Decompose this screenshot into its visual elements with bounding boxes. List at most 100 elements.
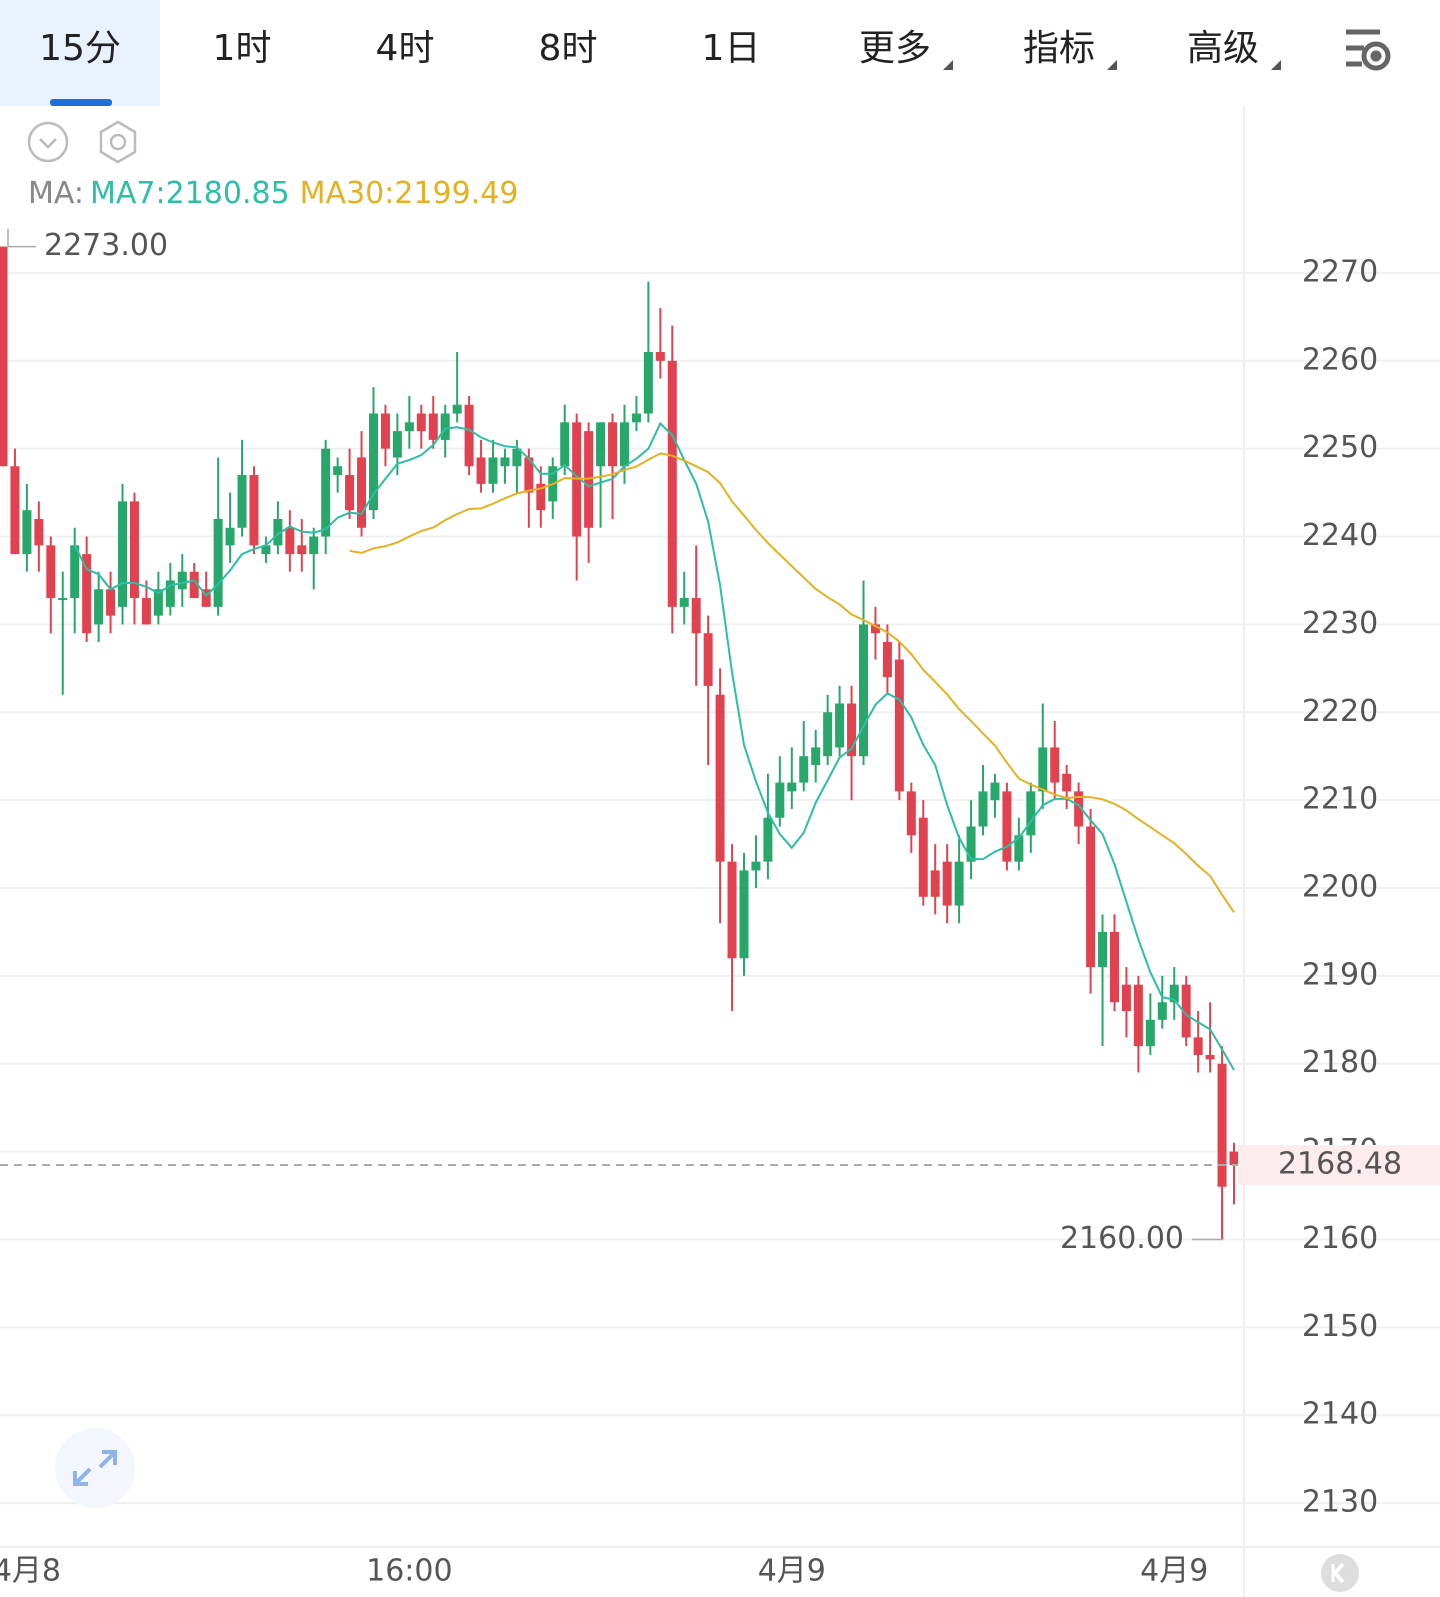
candle-body: [966, 826, 976, 862]
candle-body: [1002, 791, 1012, 862]
fullscreen-icon[interactable]: [55, 1428, 135, 1508]
candle-body: [894, 659, 904, 792]
y-tick-label: 2160: [1302, 1221, 1378, 1256]
candle-body: [751, 861, 761, 871]
candle-body: [141, 598, 151, 625]
settings-hex-icon[interactable]: [99, 120, 137, 164]
y-tick-label: 2190: [1302, 957, 1378, 992]
candle-body: [1133, 984, 1143, 1047]
candle-body: [835, 703, 845, 748]
candle-body: [261, 545, 271, 555]
tab[interactable]: 1时: [213, 28, 272, 69]
candle-body: [655, 352, 665, 361]
collapse-icon[interactable]: [27, 121, 69, 163]
y-tick-label: 2210: [1302, 782, 1378, 817]
y-tick-label: 2250: [1302, 430, 1378, 465]
candle-body: [870, 624, 880, 634]
y-tick-label: 2260: [1302, 342, 1378, 377]
candle-body: [1205, 1054, 1215, 1060]
candle-body: [512, 448, 522, 467]
candle-body: [368, 413, 378, 511]
candle-body: [94, 589, 104, 625]
x-tick-label: 4月8: [0, 1554, 61, 1589]
candle-body: [847, 703, 857, 757]
candle-body: [906, 791, 916, 836]
candle-body: [679, 598, 689, 607]
settings-icon[interactable]: [1346, 29, 1391, 71]
y-tick-label: 2200: [1302, 870, 1378, 905]
plot-area: 2130214021502160217021802190220022102220…: [0, 228, 1440, 1589]
tab[interactable]: 更多: [859, 28, 931, 69]
dropdown-caret: [943, 60, 953, 70]
y-tick-label: 2270: [1302, 254, 1378, 289]
x-tick-label: 16:00: [366, 1554, 452, 1589]
low-label: 2160.00: [1060, 1221, 1184, 1256]
candle-body: [129, 501, 139, 599]
candle-body: [1014, 835, 1024, 862]
candle-body: [225, 527, 235, 546]
tab[interactable]: 4时: [376, 28, 435, 69]
candle-body: [1229, 1151, 1239, 1165]
tab[interactable]: 15分: [39, 28, 121, 69]
scroll-end-button[interactable]: [1321, 1554, 1359, 1592]
candle-body: [452, 404, 462, 414]
active-tab-indicator: [50, 99, 112, 106]
candle-body: [763, 817, 773, 862]
candle-body: [201, 589, 211, 607]
candle-body: [1193, 1037, 1203, 1055]
ma-legend: MA: MA7:2180.85 MA30:2199.49: [28, 176, 518, 211]
candle-body: [333, 466, 343, 476]
candle-body: [1026, 791, 1036, 836]
candle-body: [380, 413, 390, 449]
x-tick-label: 4月9: [1140, 1554, 1208, 1589]
candle-body: [1038, 747, 1048, 792]
tab[interactable]: 指标: [1023, 28, 1095, 69]
candle-body: [249, 475, 259, 546]
candle-body: [392, 431, 402, 458]
ma-line: [73, 421, 1235, 1071]
candle-body: [189, 571, 199, 599]
candle-body: [859, 624, 869, 757]
tab[interactable]: 8时: [539, 28, 598, 69]
candle-body: [1181, 984, 1191, 1038]
candle-body: [428, 413, 438, 440]
candle-body: [345, 475, 355, 511]
candle-body: [1074, 791, 1084, 827]
candle-body: [357, 457, 367, 528]
candle-body: [942, 861, 952, 906]
candle-body: [70, 545, 80, 599]
candle-body: [930, 870, 940, 897]
candle-body: [213, 518, 223, 607]
tab[interactable]: 高级: [1187, 28, 1259, 69]
candle-body: [536, 483, 546, 511]
candle-body: [1050, 747, 1060, 783]
candle-body: [106, 589, 116, 616]
y-tick-label: 2130: [1302, 1485, 1378, 1520]
y-tick-label: 2140: [1302, 1397, 1378, 1432]
candle-body: [177, 571, 187, 590]
candle-body: [46, 545, 56, 599]
y-tick-label: 2220: [1302, 694, 1378, 729]
candle-body: [1086, 826, 1096, 968]
candle-body: [775, 782, 785, 818]
candle-body: [799, 756, 809, 783]
candle-body: [488, 457, 498, 484]
candle-body: [524, 457, 534, 493]
ma30-legend: MA30:2199.49: [300, 176, 519, 211]
candle-body: [237, 475, 247, 528]
candle-body: [811, 747, 821, 765]
candle-body: [321, 448, 331, 537]
candle-body: [823, 712, 833, 757]
candle-body: [727, 861, 737, 959]
candle-body: [440, 413, 450, 440]
dropdown-caret: [1107, 60, 1117, 70]
candle-body: [691, 598, 701, 634]
y-tick-label: 2180: [1302, 1045, 1378, 1080]
dropdown-caret: [1271, 60, 1281, 70]
candle-body: [34, 518, 44, 546]
tab[interactable]: 1日: [702, 28, 761, 69]
candle-body: [476, 457, 486, 484]
candle-body: [22, 510, 32, 555]
candle-body: [787, 782, 797, 792]
